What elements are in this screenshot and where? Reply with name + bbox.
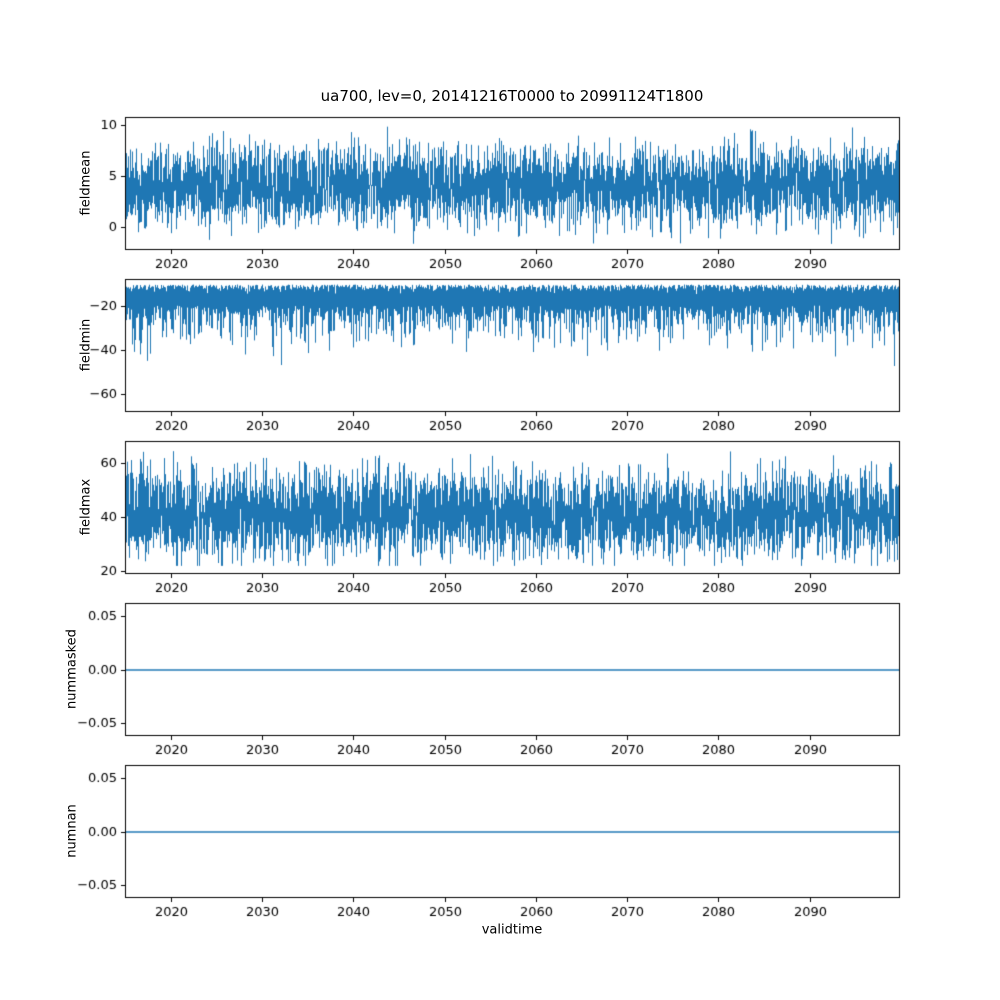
ylabel-fieldmean: fieldmean: [78, 150, 94, 216]
figure-title: ua700, lev=0, 20141216T0000 to 20991124T…: [320, 87, 704, 105]
ylabel-fieldmin: fieldmin: [78, 318, 94, 372]
ylabel-nummasked: nummasked: [64, 629, 80, 709]
ylabel-numnan: numnan: [64, 804, 80, 858]
ylabel-fieldmax: fieldmax: [78, 478, 94, 536]
xlabel-validtime: validtime: [481, 922, 543, 938]
